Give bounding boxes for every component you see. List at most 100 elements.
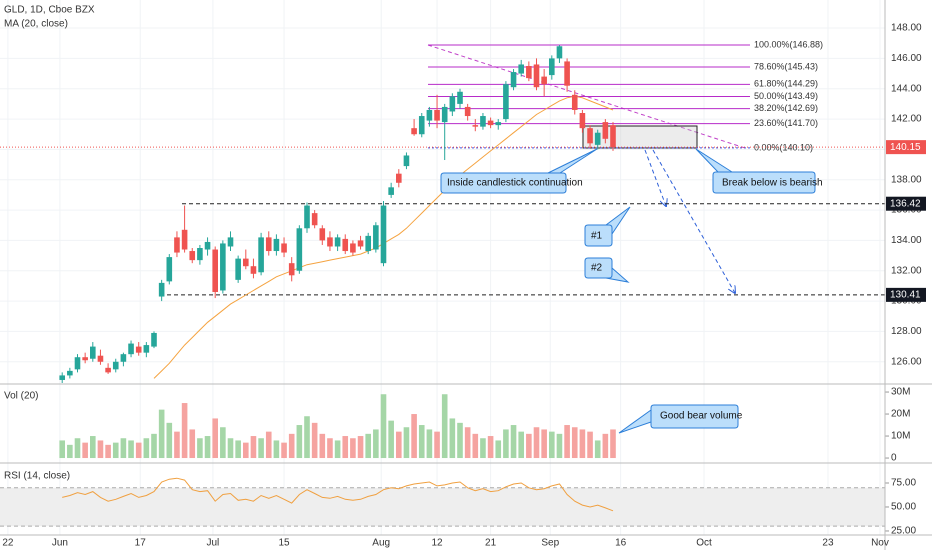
candle-body bbox=[158, 282, 165, 297]
volume-bar bbox=[59, 440, 65, 459]
candle-body bbox=[418, 116, 425, 135]
candle-body bbox=[151, 332, 157, 347]
candle-body bbox=[549, 58, 555, 76]
x-tick-label: 23 bbox=[822, 538, 834, 549]
candle-body bbox=[250, 266, 257, 274]
candle-body bbox=[243, 258, 249, 267]
volume-bar bbox=[158, 409, 165, 459]
x-tick-label: Nov bbox=[871, 538, 889, 549]
y-tick-label: 50.00 bbox=[891, 502, 916, 513]
candle-body bbox=[526, 65, 532, 79]
y-tick-label: 0 bbox=[891, 453, 897, 464]
fib-label: 38.20%(142.69) bbox=[754, 103, 818, 113]
x-tick-label: 15 bbox=[278, 538, 290, 549]
volume-bar bbox=[342, 436, 349, 459]
volume-bar bbox=[380, 394, 387, 459]
volume-bar bbox=[304, 416, 310, 459]
volume-bar bbox=[296, 425, 303, 459]
candle-body bbox=[197, 248, 203, 261]
x-tick-label: 17 bbox=[135, 538, 147, 549]
volume-bar bbox=[166, 422, 173, 459]
x-tick-label: Jul bbox=[207, 538, 220, 549]
candle-body bbox=[265, 237, 272, 252]
annotation: Inside candlestick continuation bbox=[447, 178, 583, 189]
y-tick-label: 75.00 bbox=[891, 478, 916, 489]
candle-body bbox=[350, 243, 356, 253]
y-tick-label: 132.00 bbox=[891, 265, 922, 276]
price-tag bbox=[886, 196, 926, 211]
volume-bar bbox=[457, 422, 463, 459]
price-tag bbox=[886, 140, 926, 155]
candle-body bbox=[334, 237, 341, 247]
candle-body bbox=[97, 355, 104, 362]
volume-bar bbox=[434, 431, 440, 459]
volume-bar bbox=[449, 418, 456, 459]
annotation: Break below is bearish bbox=[722, 178, 823, 189]
volume-bar bbox=[350, 438, 356, 459]
volume-bar bbox=[587, 431, 593, 459]
candle-body bbox=[220, 243, 226, 291]
candle-body bbox=[112, 361, 119, 370]
x-tick-label: 12 bbox=[431, 538, 443, 549]
volume-bar bbox=[120, 438, 127, 459]
candle-body bbox=[472, 125, 479, 127]
candle-body bbox=[495, 122, 502, 126]
candle-body bbox=[533, 64, 540, 88]
price-tag-label: 140.15 bbox=[890, 142, 921, 153]
rsi-band bbox=[0, 487, 885, 527]
candle-body bbox=[487, 120, 494, 126]
candle-body bbox=[181, 229, 188, 250]
rsi-line bbox=[62, 477, 614, 512]
candle-body bbox=[571, 94, 578, 110]
candle-body bbox=[426, 109, 433, 121]
volume-bar bbox=[610, 429, 616, 459]
candle-body bbox=[227, 237, 234, 247]
fib-label: 78.60%(145.43) bbox=[754, 61, 818, 71]
volume-bar bbox=[365, 433, 371, 459]
indicator-title: RSI (14, close) bbox=[4, 471, 70, 482]
candle-body bbox=[396, 173, 402, 183]
candle-body bbox=[296, 228, 303, 271]
volume-bar bbox=[526, 433, 532, 459]
candle-body bbox=[143, 345, 150, 353]
volume-bar bbox=[67, 444, 73, 459]
volume-panel bbox=[59, 391, 889, 459]
candle-body bbox=[342, 238, 349, 252]
volume-bar bbox=[556, 433, 563, 459]
fib-label: 50.00%(143.49) bbox=[754, 91, 818, 101]
candle-body bbox=[311, 213, 318, 226]
candle-body bbox=[564, 61, 570, 86]
price-panel: 100.00%(146.88) 78.60%(145.43) 61.80%(144.… bbox=[0, 39, 885, 383]
candle-body bbox=[602, 122, 609, 139]
volume-bar bbox=[319, 433, 326, 459]
volume-bar bbox=[288, 433, 295, 459]
volume-bar bbox=[418, 425, 425, 459]
candle-body bbox=[380, 205, 387, 264]
volume-bar bbox=[503, 429, 509, 459]
callout bbox=[584, 257, 630, 283]
candle-body bbox=[610, 125, 616, 148]
candle-body bbox=[579, 113, 586, 129]
volume-bar bbox=[74, 438, 81, 459]
y-tick-label: 30M bbox=[891, 387, 910, 398]
y-tick-label: 20M bbox=[891, 409, 910, 420]
volume-bar bbox=[112, 442, 119, 459]
volume-bar bbox=[220, 427, 226, 459]
annotations: Inside candlestick continuation Break be… bbox=[440, 148, 823, 434]
volume-bar bbox=[564, 425, 570, 459]
candle-body bbox=[174, 237, 180, 253]
candle-body bbox=[82, 357, 88, 361]
candle-body bbox=[587, 128, 593, 144]
volume-bar bbox=[143, 438, 150, 459]
candle-body bbox=[189, 251, 196, 261]
candle-body bbox=[510, 72, 517, 88]
y-tick-label: 25.00 bbox=[891, 526, 916, 537]
candle-body bbox=[258, 237, 264, 273]
volume-bar bbox=[487, 436, 494, 459]
volume-bar bbox=[571, 427, 578, 459]
chart-title: GLD, 1D, Cboe BZX bbox=[4, 5, 95, 16]
candle-body bbox=[503, 84, 509, 120]
x-tick-label: Oct bbox=[696, 538, 712, 549]
candle-body bbox=[357, 240, 364, 247]
candle-body bbox=[67, 370, 73, 376]
